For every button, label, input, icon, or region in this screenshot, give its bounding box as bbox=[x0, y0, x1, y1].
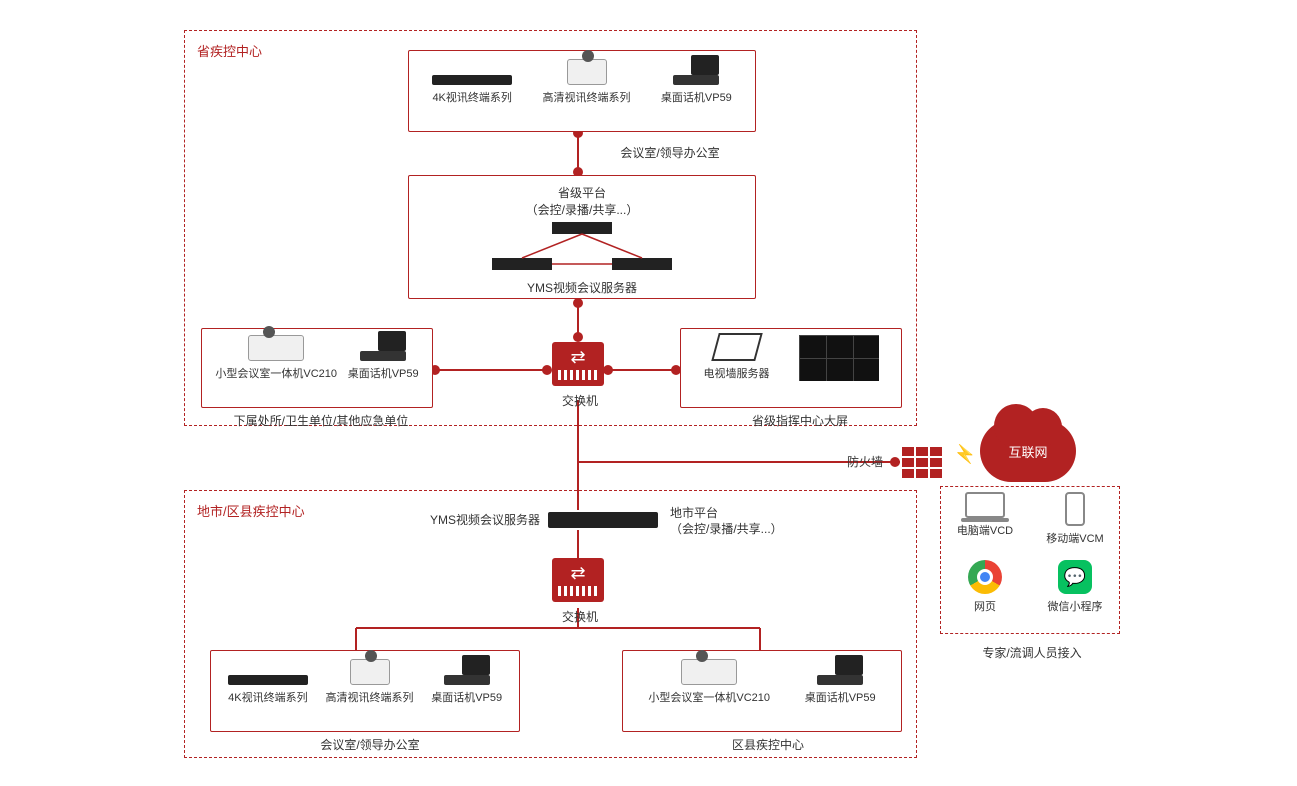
label-yms-server: YMS视频会议服务器 bbox=[409, 279, 755, 296]
dev-wall-server: 电视墙服务器 bbox=[704, 333, 770, 381]
box-city-terminals: 4K视讯终端系列 高清视讯终端系列 桌面话机VP59 bbox=[210, 650, 520, 732]
label-prov-platform-1: 省级平台 bbox=[409, 184, 755, 201]
dev-desk-phone: 桌面话机VP59 bbox=[661, 55, 732, 105]
label-prov-platform-2: （会控/录播/共享...） bbox=[409, 201, 755, 218]
dev-videowall bbox=[799, 335, 879, 381]
box-sub-units: 小型会议室一体机VC210 桌面话机VP59 bbox=[201, 328, 433, 408]
access-pc: 电脑端VCD bbox=[945, 492, 1025, 546]
dev-city-4k: 4K视讯终端系列 bbox=[228, 675, 308, 705]
dev-district-vp59: 桌面话机VP59 bbox=[805, 655, 876, 705]
label-sub-units: 下属处所/卫生单位/其他应急单位 bbox=[221, 412, 421, 429]
label-firewall: 防火墙 bbox=[840, 453, 890, 470]
cloud-internet: 互联网 bbox=[980, 420, 1076, 482]
label-city-platform-1: 地市平台 bbox=[670, 504, 790, 521]
dev-city-phone: 桌面话机VP59 bbox=[431, 655, 502, 705]
box-district-terminals: 小型会议室一体机VC210 桌面话机VP59 bbox=[622, 650, 902, 732]
label-yms-server-2: YMS视频会议服务器 bbox=[420, 511, 540, 528]
box-province-terminals: 4K视讯终端系列 高清视讯终端系列 桌面话机VP59 bbox=[408, 50, 756, 132]
label-switch-1: 交换机 bbox=[560, 392, 600, 409]
label-district-center: 区县疾控中心 bbox=[718, 736, 818, 753]
zone-city-title: 地市/区县疾控中心 bbox=[197, 501, 305, 520]
zone-province-title: 省疾控中心 bbox=[197, 41, 262, 60]
dev-vp59-left: 桌面话机VP59 bbox=[348, 331, 419, 381]
box-province-platform: 省级平台 （会控/录播/共享...） YMS视频会议服务器 bbox=[408, 175, 756, 299]
label-prov-command: 省级指挥中心大屏 bbox=[740, 412, 860, 429]
access-web: 网页 bbox=[945, 560, 1025, 614]
server-triangle bbox=[482, 220, 682, 276]
access-mobile: 移动端VCM bbox=[1035, 492, 1115, 546]
label-expert-access: 专家/流调人员接入 bbox=[962, 644, 1102, 661]
access-wechat: 微信小程序 bbox=[1035, 560, 1115, 614]
access-grid: 电脑端VCD 移动端VCM 网页 微信小程序 bbox=[940, 492, 1120, 614]
label-switch-2: 交换机 bbox=[560, 608, 600, 625]
label-city-platform-2: （会控/录播/共享...） bbox=[670, 520, 810, 537]
dev-district-vc210: 小型会议室一体机VC210 bbox=[648, 659, 770, 705]
label-meeting-office: 会议室/领导办公室 bbox=[600, 144, 740, 161]
switch-city bbox=[552, 558, 604, 602]
dev-hd-terminal: 高清视讯终端系列 bbox=[543, 59, 631, 105]
dev-4k-terminal: 4K视讯终端系列 bbox=[432, 75, 512, 105]
dev-city-hd: 高清视讯终端系列 bbox=[326, 659, 414, 705]
bolt-icon: ⚡ bbox=[954, 444, 976, 465]
label-city-meeting: 会议室/领导办公室 bbox=[300, 736, 440, 753]
box-command-center: 电视墙服务器 bbox=[680, 328, 902, 408]
dev-vc210: 小型会议室一体机VC210 bbox=[215, 335, 337, 381]
firewall-icon bbox=[900, 445, 944, 479]
label-internet: 互联网 bbox=[1008, 442, 1047, 461]
switch-province bbox=[552, 342, 604, 386]
city-yms-bar bbox=[548, 512, 658, 528]
